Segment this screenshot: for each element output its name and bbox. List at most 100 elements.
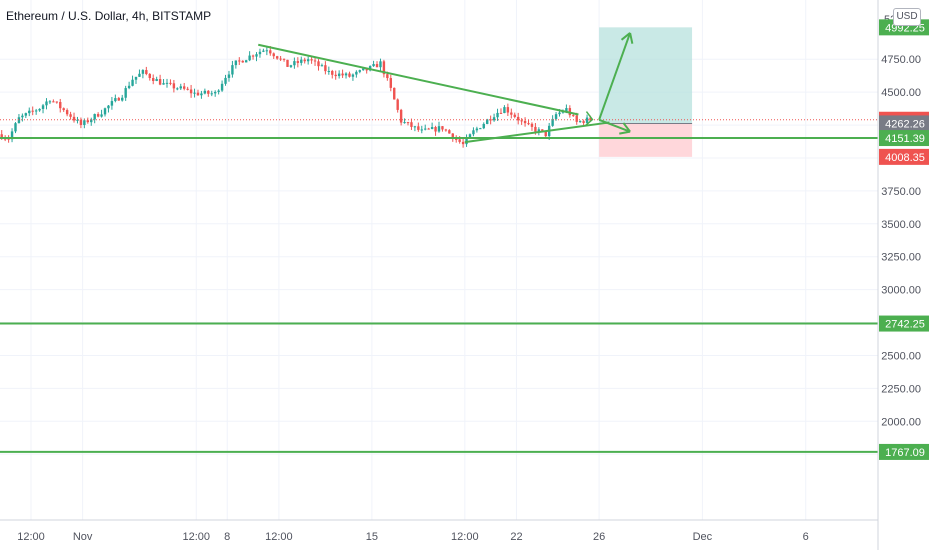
candle bbox=[138, 73, 141, 77]
candle bbox=[365, 68, 368, 71]
candle bbox=[582, 121, 585, 123]
candle bbox=[231, 65, 234, 75]
candle bbox=[189, 89, 193, 94]
candle bbox=[420, 129, 423, 131]
candle bbox=[234, 60, 238, 66]
candle bbox=[306, 59, 310, 62]
candle bbox=[496, 112, 499, 118]
candle bbox=[107, 105, 110, 109]
candle bbox=[337, 73, 341, 77]
candle bbox=[165, 82, 169, 84]
candle bbox=[293, 61, 296, 66]
candle bbox=[516, 116, 520, 121]
candle bbox=[393, 87, 396, 100]
candle bbox=[55, 101, 59, 103]
candle bbox=[448, 130, 451, 134]
candle bbox=[38, 108, 41, 111]
candle bbox=[227, 74, 231, 78]
candle bbox=[248, 55, 251, 61]
candle bbox=[396, 99, 399, 110]
candle bbox=[355, 71, 358, 75]
candle bbox=[69, 114, 72, 117]
candle bbox=[200, 93, 203, 96]
candle bbox=[541, 129, 544, 131]
candle bbox=[241, 60, 244, 63]
candle bbox=[575, 115, 578, 122]
candle bbox=[65, 110, 69, 115]
y-tick-label: 3000.00 bbox=[881, 285, 921, 297]
candle bbox=[286, 59, 289, 67]
arrow-head bbox=[619, 130, 631, 135]
candle bbox=[213, 91, 217, 94]
candle bbox=[124, 88, 127, 98]
candle bbox=[83, 120, 86, 125]
candle bbox=[117, 98, 120, 101]
candle bbox=[489, 119, 492, 121]
candle bbox=[282, 58, 286, 60]
candle bbox=[28, 110, 31, 114]
candle bbox=[424, 128, 427, 130]
candle bbox=[389, 78, 393, 88]
x-tick-label: 6 bbox=[803, 531, 809, 543]
candle bbox=[265, 50, 269, 52]
chart-title: Ethereum / U.S. Dollar, 4h, BITSTAMP bbox=[6, 9, 212, 23]
candle bbox=[527, 123, 530, 125]
forecast-arrow bbox=[598, 118, 631, 133]
candle bbox=[196, 92, 200, 96]
candle bbox=[499, 112, 503, 114]
x-tick-label: 8 bbox=[224, 531, 230, 543]
candle bbox=[52, 101, 55, 103]
candle bbox=[320, 65, 324, 67]
candle bbox=[134, 76, 138, 80]
candle bbox=[158, 79, 162, 85]
candle bbox=[475, 128, 479, 131]
candle bbox=[207, 90, 210, 94]
candle bbox=[269, 50, 272, 54]
candle bbox=[31, 110, 34, 112]
price-label-text: 2742.25 bbox=[885, 319, 925, 331]
candle bbox=[172, 83, 176, 89]
drawings[interactable] bbox=[0, 32, 878, 453]
candle bbox=[520, 120, 523, 122]
candle bbox=[169, 82, 172, 84]
candle bbox=[100, 114, 103, 117]
candle bbox=[585, 117, 589, 123]
y-tick-label: 3500.00 bbox=[881, 219, 921, 231]
price-label-text: 4008.35 bbox=[885, 152, 925, 164]
candle bbox=[103, 108, 107, 115]
candle bbox=[186, 88, 189, 90]
candle bbox=[317, 61, 320, 67]
candle bbox=[341, 73, 344, 76]
grid bbox=[0, 0, 878, 520]
y-tick-label: 2250.00 bbox=[881, 383, 921, 395]
candle bbox=[220, 83, 224, 91]
candle bbox=[7, 138, 10, 140]
price-label-level bbox=[879, 443, 929, 460]
candle bbox=[472, 130, 475, 135]
candle bbox=[162, 83, 165, 85]
stop-zone bbox=[599, 123, 693, 157]
candle bbox=[430, 127, 434, 130]
candle bbox=[34, 110, 38, 112]
candle bbox=[114, 98, 117, 102]
price-label-text: 4992.25 bbox=[885, 22, 925, 34]
x-tick-label: 15 bbox=[366, 531, 378, 543]
candle bbox=[152, 77, 155, 81]
candle bbox=[410, 122, 413, 127]
candle bbox=[193, 92, 196, 94]
currency-badge[interactable]: USD bbox=[893, 8, 921, 26]
candle bbox=[427, 128, 430, 130]
candle bbox=[406, 122, 410, 124]
candle bbox=[375, 64, 379, 68]
candle bbox=[121, 97, 124, 101]
candle bbox=[3, 138, 7, 140]
forecast-arrow bbox=[598, 32, 632, 121]
candle bbox=[279, 58, 282, 60]
price-label-stop bbox=[879, 148, 929, 165]
candle bbox=[131, 79, 134, 86]
candle bbox=[379, 61, 382, 68]
candle bbox=[300, 59, 303, 63]
candle bbox=[348, 73, 351, 77]
candle bbox=[461, 141, 465, 145]
